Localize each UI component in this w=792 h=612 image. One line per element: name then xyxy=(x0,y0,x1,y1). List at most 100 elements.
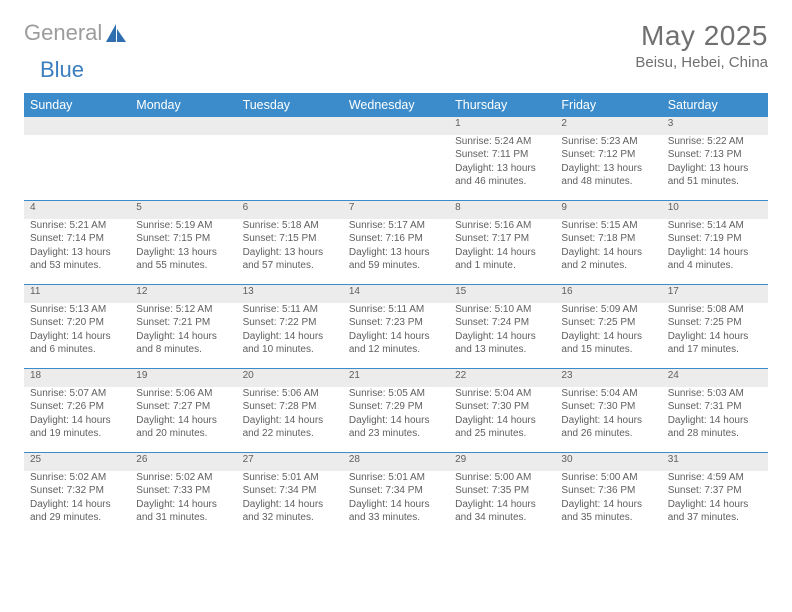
day-cell: Sunrise: 5:03 AMSunset: 7:31 PMDaylight:… xyxy=(662,387,768,453)
sunset-text: Sunset: 7:15 PM xyxy=(136,232,230,246)
sunrise-text: Sunrise: 5:00 AM xyxy=(561,471,655,485)
daylight-text-2: and 33 minutes. xyxy=(349,511,443,525)
sunset-text: Sunset: 7:27 PM xyxy=(136,400,230,414)
sunrise-text: Sunrise: 5:11 AM xyxy=(349,303,443,317)
day-cell: Sunrise: 5:09 AMSunset: 7:25 PMDaylight:… xyxy=(555,303,661,369)
sunset-text: Sunset: 7:24 PM xyxy=(455,316,549,330)
daylight-text-1: Daylight: 14 hours xyxy=(455,330,549,344)
sunrise-text: Sunrise: 5:24 AM xyxy=(455,135,549,149)
daylight-text-1: Daylight: 14 hours xyxy=(668,414,762,428)
daylight-text-1: Daylight: 14 hours xyxy=(30,330,124,344)
weekday-header: Monday xyxy=(130,93,236,117)
sunset-text: Sunset: 7:11 PM xyxy=(455,148,549,162)
daylight-text-2: and 32 minutes. xyxy=(243,511,337,525)
day-number: 30 xyxy=(555,453,661,471)
sunrise-text: Sunrise: 5:17 AM xyxy=(349,219,443,233)
day-cell: Sunrise: 5:19 AMSunset: 7:15 PMDaylight:… xyxy=(130,219,236,285)
weekday-header: Sunday xyxy=(24,93,130,117)
day-number: 27 xyxy=(237,453,343,471)
day-cell: Sunrise: 5:01 AMSunset: 7:34 PMDaylight:… xyxy=(343,471,449,537)
daylight-text-1: Daylight: 14 hours xyxy=(136,498,230,512)
day-number: 28 xyxy=(343,453,449,471)
sunset-text: Sunset: 7:23 PM xyxy=(349,316,443,330)
sunrise-text: Sunrise: 5:21 AM xyxy=(30,219,124,233)
day-number: 26 xyxy=(130,453,236,471)
day-number: 9 xyxy=(555,201,661,219)
day-number xyxy=(130,117,236,135)
day-number: 21 xyxy=(343,369,449,387)
day-number: 13 xyxy=(237,285,343,303)
day-cell: Sunrise: 5:11 AMSunset: 7:23 PMDaylight:… xyxy=(343,303,449,369)
sunset-text: Sunset: 7:37 PM xyxy=(668,484,762,498)
day-cell: Sunrise: 5:13 AMSunset: 7:20 PMDaylight:… xyxy=(24,303,130,369)
daylight-text-1: Daylight: 14 hours xyxy=(349,414,443,428)
day-cell: Sunrise: 5:01 AMSunset: 7:34 PMDaylight:… xyxy=(237,471,343,537)
daylight-text-2: and 59 minutes. xyxy=(349,259,443,273)
daylight-text-2: and 23 minutes. xyxy=(349,427,443,441)
day-number: 2 xyxy=(555,117,661,135)
day-data-row: Sunrise: 5:24 AMSunset: 7:11 PMDaylight:… xyxy=(24,135,768,201)
daylight-text-1: Daylight: 13 hours xyxy=(455,162,549,176)
day-cell: Sunrise: 5:18 AMSunset: 7:15 PMDaylight:… xyxy=(237,219,343,285)
sunrise-text: Sunrise: 5:07 AM xyxy=(30,387,124,401)
day-number: 10 xyxy=(662,201,768,219)
day-cell: Sunrise: 5:07 AMSunset: 7:26 PMDaylight:… xyxy=(24,387,130,453)
sunrise-text: Sunrise: 5:01 AM xyxy=(349,471,443,485)
daylight-text-2: and 53 minutes. xyxy=(30,259,124,273)
sunrise-text: Sunrise: 5:18 AM xyxy=(243,219,337,233)
day-cell xyxy=(343,135,449,201)
sunrise-text: Sunrise: 5:02 AM xyxy=(136,471,230,485)
daylight-text-2: and 8 minutes. xyxy=(136,343,230,357)
day-number: 7 xyxy=(343,201,449,219)
daylight-text-1: Daylight: 14 hours xyxy=(455,246,549,260)
sunset-text: Sunset: 7:25 PM xyxy=(668,316,762,330)
day-cell: Sunrise: 5:02 AMSunset: 7:32 PMDaylight:… xyxy=(24,471,130,537)
logo-word-blue: Blue xyxy=(40,57,84,83)
daylight-text-2: and 34 minutes. xyxy=(455,511,549,525)
day-data-row: Sunrise: 5:21 AMSunset: 7:14 PMDaylight:… xyxy=(24,219,768,285)
day-number-row: 25262728293031 xyxy=(24,453,768,471)
day-number: 16 xyxy=(555,285,661,303)
day-cell: Sunrise: 5:00 AMSunset: 7:35 PMDaylight:… xyxy=(449,471,555,537)
weekday-header-row: Sunday Monday Tuesday Wednesday Thursday… xyxy=(24,93,768,117)
day-number: 12 xyxy=(130,285,236,303)
daylight-text-2: and 28 minutes. xyxy=(668,427,762,441)
day-cell: Sunrise: 5:16 AMSunset: 7:17 PMDaylight:… xyxy=(449,219,555,285)
day-cell: Sunrise: 5:04 AMSunset: 7:30 PMDaylight:… xyxy=(449,387,555,453)
sunset-text: Sunset: 7:15 PM xyxy=(243,232,337,246)
day-cell: Sunrise: 5:14 AMSunset: 7:19 PMDaylight:… xyxy=(662,219,768,285)
daylight-text-1: Daylight: 14 hours xyxy=(30,498,124,512)
daylight-text-1: Daylight: 13 hours xyxy=(349,246,443,260)
sunset-text: Sunset: 7:32 PM xyxy=(30,484,124,498)
sunset-text: Sunset: 7:25 PM xyxy=(561,316,655,330)
day-number: 4 xyxy=(24,201,130,219)
day-number xyxy=(24,117,130,135)
day-cell: Sunrise: 5:10 AMSunset: 7:24 PMDaylight:… xyxy=(449,303,555,369)
daylight-text-1: Daylight: 14 hours xyxy=(136,330,230,344)
sunrise-text: Sunrise: 5:04 AM xyxy=(561,387,655,401)
location-label: Beisu, Hebei, China xyxy=(635,54,768,71)
day-number: 29 xyxy=(449,453,555,471)
day-number: 31 xyxy=(662,453,768,471)
daylight-text-1: Daylight: 14 hours xyxy=(561,414,655,428)
sunset-text: Sunset: 7:18 PM xyxy=(561,232,655,246)
daylight-text-2: and 19 minutes. xyxy=(30,427,124,441)
sunset-text: Sunset: 7:26 PM xyxy=(30,400,124,414)
sunrise-text: Sunrise: 5:02 AM xyxy=(30,471,124,485)
sunset-text: Sunset: 7:30 PM xyxy=(455,400,549,414)
daylight-text-1: Daylight: 14 hours xyxy=(30,414,124,428)
daylight-text-1: Daylight: 14 hours xyxy=(455,414,549,428)
day-number xyxy=(343,117,449,135)
sunrise-text: Sunrise: 5:01 AM xyxy=(243,471,337,485)
month-title: May 2025 xyxy=(635,20,768,52)
sunrise-text: Sunrise: 5:12 AM xyxy=(136,303,230,317)
day-cell xyxy=(24,135,130,201)
day-number: 20 xyxy=(237,369,343,387)
daylight-text-1: Daylight: 14 hours xyxy=(243,330,337,344)
day-cell: Sunrise: 5:11 AMSunset: 7:22 PMDaylight:… xyxy=(237,303,343,369)
sunset-text: Sunset: 7:20 PM xyxy=(30,316,124,330)
sunrise-text: Sunrise: 5:16 AM xyxy=(455,219,549,233)
day-cell: Sunrise: 5:24 AMSunset: 7:11 PMDaylight:… xyxy=(449,135,555,201)
sunrise-text: Sunrise: 5:09 AM xyxy=(561,303,655,317)
daylight-text-1: Daylight: 14 hours xyxy=(243,498,337,512)
